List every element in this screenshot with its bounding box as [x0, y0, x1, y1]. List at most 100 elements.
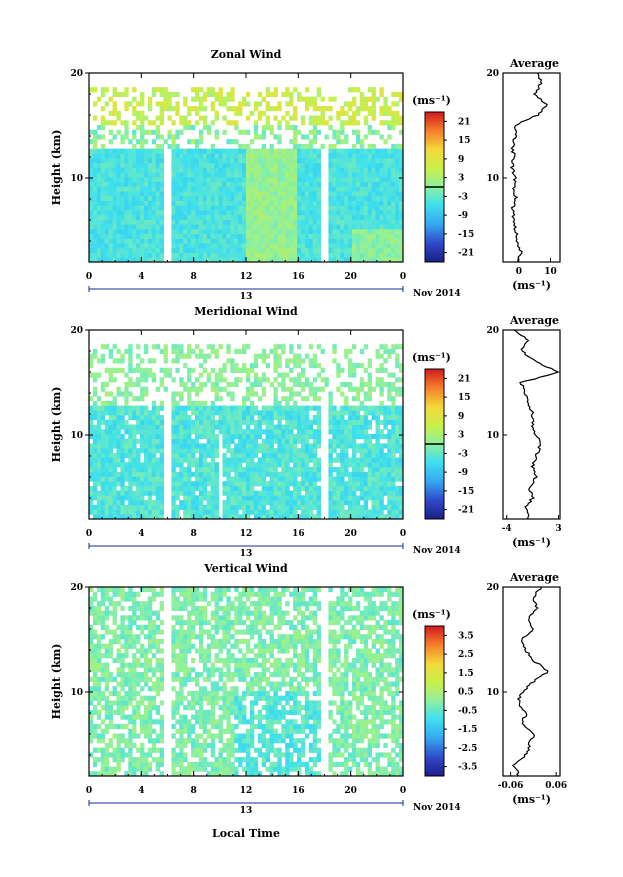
heatmap-cell: [376, 248, 380, 253]
heatmap-cell: [171, 401, 175, 406]
heatmap-cell: [325, 134, 329, 139]
heatmap-cell: [140, 158, 144, 163]
heatmap-cell: [262, 201, 266, 206]
heatmap-cell: [364, 344, 368, 349]
heatmap-cell: [277, 448, 281, 453]
heatmap-cell: [160, 149, 164, 154]
heatmap-cell: [234, 486, 238, 491]
heatmap-cell: [152, 453, 156, 458]
heatmap-cell: [238, 425, 242, 430]
heatmap-cell: [101, 354, 105, 359]
heatmap-cell: [340, 111, 344, 116]
heatmap-cell: [120, 210, 124, 215]
heatmap-cell: [344, 481, 348, 486]
heatmap-cell: [230, 429, 234, 434]
heatmap-cell: [160, 486, 164, 491]
heatmap-cell: [242, 97, 246, 102]
heatmap-cell: [336, 476, 340, 481]
heatmap-cell: [187, 439, 191, 444]
heatmap-cell: [262, 500, 266, 505]
heatmap-cell: [109, 406, 113, 411]
heatmap-cell: [89, 130, 93, 135]
heatmap-cell: [270, 467, 274, 472]
heatmap-cell: [305, 201, 309, 206]
heatmap-cell: [219, 177, 223, 182]
heatmap-cell: [328, 210, 332, 215]
heatmap-cell: [395, 177, 399, 182]
heatmap-cell: [195, 458, 199, 463]
heatmap-cell: [383, 163, 387, 168]
heatmap-cell: [93, 467, 97, 472]
heatmap-cell: [317, 229, 321, 234]
heatmap-cell: [132, 205, 136, 210]
heatmap-cell: [277, 425, 281, 430]
heatmap-cell: [234, 500, 238, 505]
heatmap-cell: [175, 134, 179, 139]
heatmap-cell: [93, 168, 97, 173]
heatmap-cell: [305, 158, 309, 163]
heatmap-cell: [262, 168, 266, 173]
heatmap-cell: [305, 87, 309, 92]
heatmap-cell: [215, 425, 219, 430]
heatmap-cell: [226, 186, 230, 191]
heatmap-cell: [317, 373, 321, 378]
heatmap-cell: [105, 500, 109, 505]
heatmap-cell: [93, 620, 97, 625]
heatmap-cell: [328, 219, 332, 224]
heatmap-cell: [207, 177, 211, 182]
heatmap-cell: [395, 462, 399, 467]
heatmap-cell: [191, 224, 195, 229]
heatmap-cell: [219, 224, 223, 229]
heatmap-cell: [93, 762, 97, 767]
heatmap-cell: [132, 715, 136, 720]
heatmap-cell: [277, 238, 281, 243]
heatmap-cell: [262, 125, 266, 130]
heatmap-cell: [293, 391, 297, 396]
heatmap-cell: [230, 87, 234, 92]
heatmap-cell: [156, 387, 160, 392]
heatmap-cell: [191, 210, 195, 215]
heatmap-cell: [348, 229, 352, 234]
heatmap-cell: [171, 453, 175, 458]
heatmap-cell: [179, 186, 183, 191]
heatmap-cell: [340, 495, 344, 500]
heatmap-cell: [297, 481, 301, 486]
heatmap-cell: [356, 425, 360, 430]
heatmap-cell: [199, 382, 203, 387]
heatmap-cell: [156, 243, 160, 248]
heatmap-cell: [360, 224, 364, 229]
heatmap-cell: [148, 425, 152, 430]
heatmap-cell: [289, 439, 293, 444]
heatmap-cell: [207, 439, 211, 444]
heatmap-cell: [395, 410, 399, 415]
heatmap-cell: [376, 458, 380, 463]
heatmap-cell: [101, 415, 105, 420]
heatmap-cell: [187, 377, 191, 382]
heatmap-cell: [360, 172, 364, 177]
heatmap-cell: [199, 97, 203, 102]
heatmap-cell: [309, 172, 313, 177]
heatmap-cell: [101, 238, 105, 243]
heatmap-cell: [109, 196, 113, 201]
heatmap-cell: [376, 505, 380, 510]
heatmap-cell: [238, 215, 242, 220]
heatmap-cell: [93, 248, 97, 253]
heatmap-cell: [242, 168, 246, 173]
heatmap-cell: [234, 382, 238, 387]
heatmap-cell: [297, 219, 301, 224]
heatmap-cell: [207, 130, 211, 135]
heatmap-cell: [317, 191, 321, 196]
heatmap-cell: [124, 396, 128, 401]
heatmap-cell: [242, 229, 246, 234]
heatmap-cell: [124, 391, 128, 396]
heatmap-cell: [191, 410, 195, 415]
heatmap-cell: [250, 191, 254, 196]
heatmap-cell: [124, 215, 128, 220]
heatmap-cell: [195, 238, 199, 243]
heatmap-cell: [352, 201, 356, 206]
heatmap-cell: [136, 219, 140, 224]
heatmap-cell: [242, 219, 246, 224]
heatmap-cell: [309, 363, 313, 368]
heatmap-cell: [171, 472, 175, 477]
heatmap-cell: [136, 111, 140, 116]
